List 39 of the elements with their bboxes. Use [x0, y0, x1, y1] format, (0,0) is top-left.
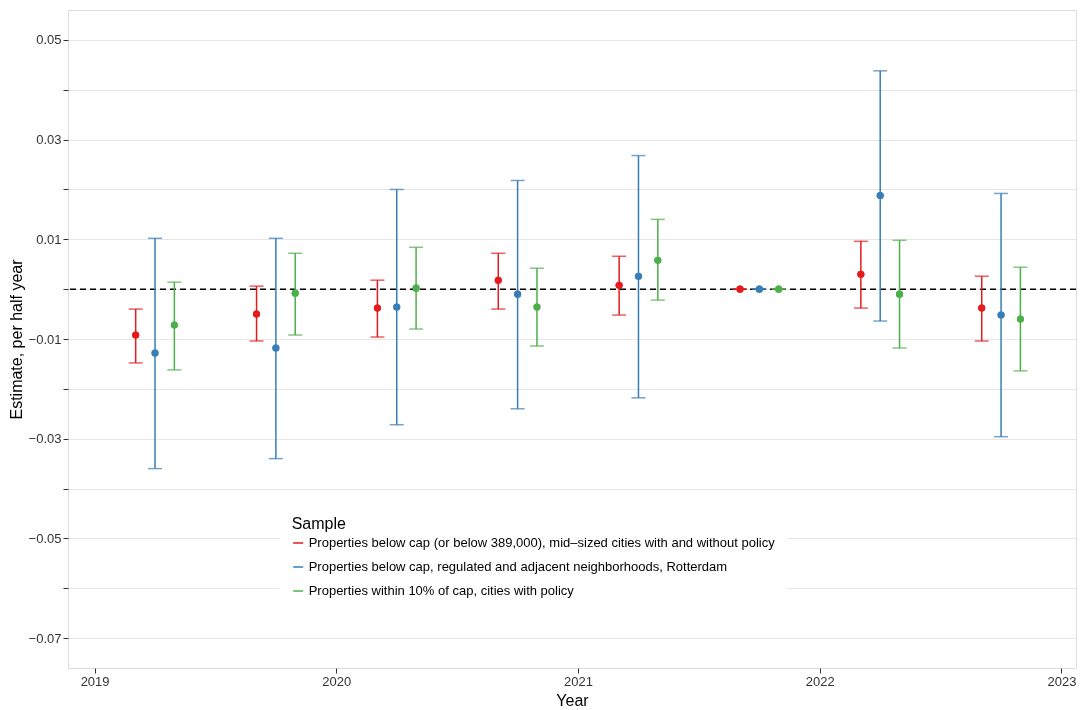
point	[896, 290, 904, 298]
point	[494, 276, 502, 284]
point	[634, 272, 643, 280]
point	[654, 256, 662, 264]
point	[876, 191, 884, 199]
legend-label: Properties below cap, regulated and adjacent neighborhoods, Rotterdam	[308, 559, 728, 574]
y-axis-title: Estimate, per half year	[7, 258, 25, 420]
legend-title: Sample	[291, 514, 347, 532]
x-tick-label: 2021	[564, 673, 593, 689]
x-axis-title: Year	[556, 691, 590, 709]
point	[291, 289, 299, 297]
point	[857, 270, 865, 278]
y-tick-label: 0.01	[36, 231, 62, 247]
point	[373, 304, 381, 312]
point	[514, 290, 522, 298]
legend-label: Properties within 10% of cap, cities with policy	[308, 583, 575, 598]
point	[151, 349, 159, 357]
y-tick-label: 0.05	[36, 32, 62, 48]
point	[132, 331, 140, 339]
y-tick-label: 0.03	[36, 132, 62, 148]
point	[253, 310, 261, 318]
x-tick-label: 2022	[805, 673, 835, 689]
x-tick-label: 2020	[322, 673, 352, 689]
point	[1016, 315, 1024, 323]
x-tick-label: 2019	[80, 673, 110, 689]
point	[272, 344, 280, 352]
point	[615, 281, 623, 289]
y-tick-label: −0.07	[28, 630, 62, 646]
y-tick-label: −0.03	[28, 431, 62, 447]
legend-label: Properties below cap (or below 389,000), mid–sized cities with and without policy	[308, 535, 776, 550]
point	[170, 321, 178, 329]
x-tick-label: 2023	[1047, 673, 1077, 689]
y-tick-label: −0.05	[28, 530, 62, 546]
point	[533, 303, 541, 311]
point	[997, 311, 1005, 319]
y-tick-label: −0.01	[28, 331, 62, 347]
point	[412, 284, 420, 292]
point	[393, 303, 401, 311]
point	[978, 304, 986, 312]
